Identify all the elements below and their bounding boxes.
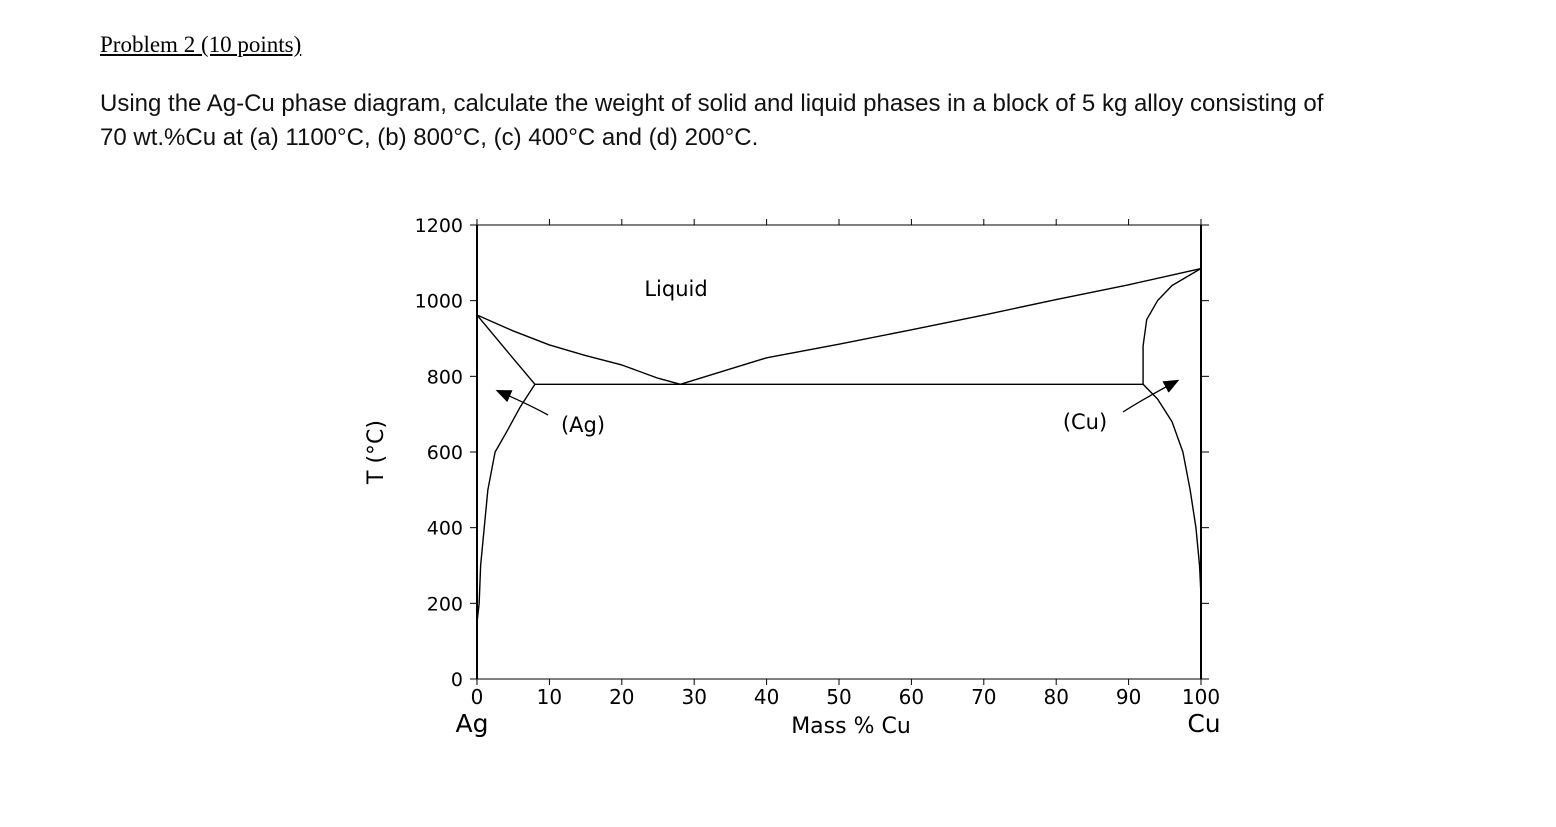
x-tick-label: 90 <box>1116 685 1141 709</box>
annotation: (Cu) <box>1063 410 1107 434</box>
annotation: (Ag) <box>561 413 605 437</box>
x-tick-label: 20 <box>609 685 634 709</box>
phase-boundary <box>1142 267 1202 385</box>
y-tick-label: 600 <box>427 442 463 464</box>
phase-boundary <box>476 383 536 623</box>
x-tick-label: 10 <box>537 685 562 709</box>
x-tick-label: 40 <box>754 685 779 709</box>
arrow <box>1122 379 1180 413</box>
problem-text: Using the Ag-Cu phase diagram, calculate… <box>100 90 1324 117</box>
phase-boundary <box>476 314 536 385</box>
y-tick-label: 800 <box>427 366 463 388</box>
x-tick-label: 80 <box>1043 685 1068 709</box>
y-tick-label: 1200 <box>415 215 463 237</box>
x-end-label: Ag <box>456 709 489 738</box>
y-axis-label: T (°C) <box>364 420 389 485</box>
phase-boundary <box>476 314 681 385</box>
x-axis-label: Mass % Cu <box>791 714 911 739</box>
annotation: Liquid <box>644 277 707 301</box>
y-tick-label: 1000 <box>415 291 463 313</box>
plot-frame <box>476 224 1202 680</box>
arrow <box>495 389 549 416</box>
y-tick-label: 400 <box>427 518 463 540</box>
x-tick-label: 100 <box>1182 685 1220 709</box>
x-tick-label: 50 <box>826 685 851 709</box>
x-tick-label: 30 <box>681 685 706 709</box>
x-end-label: Cu <box>1187 709 1220 738</box>
x-tick-label: 70 <box>971 685 996 709</box>
problem-text: 70 wt.%Cu at (a) 1100°C, (b) 800°C, (c) … <box>100 124 759 151</box>
y-tick-label: 0 <box>451 669 463 691</box>
x-tick-label: 60 <box>899 685 924 709</box>
x-tick-label: 0 <box>471 685 484 709</box>
phase-boundary <box>1142 383 1202 596</box>
problem-title: Problem 2 (10 points) <box>100 32 302 57</box>
phase-boundary <box>680 267 1202 385</box>
y-tick-label: 200 <box>427 593 463 615</box>
